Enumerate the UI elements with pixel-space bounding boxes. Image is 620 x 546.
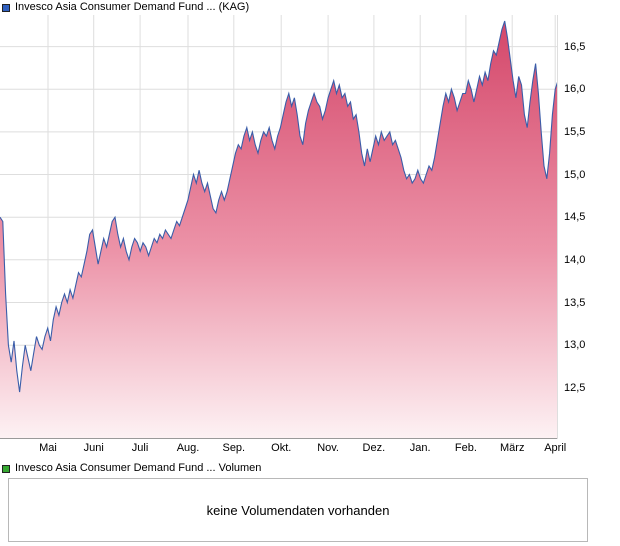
- x-axis-tick-label: April: [544, 442, 567, 454]
- price-legend: Invesco Asia Consumer Demand Fund ... (K…: [0, 0, 620, 15]
- x-axis-tick-label: Jan.: [409, 442, 431, 454]
- y-axis-tick-label: 13,0: [564, 339, 586, 352]
- y-axis-tick-label: 14,5: [564, 211, 586, 224]
- price-legend-label: Invesco Asia Consumer Demand Fund ... (K…: [15, 1, 250, 13]
- volume-legend-label: Invesco Asia Consumer Demand Fund ... Vo…: [15, 462, 262, 474]
- volume-empty-message: keine Volumendaten vorhanden: [206, 502, 390, 518]
- volume-panel: Invesco Asia Consumer Demand Fund ... Vo…: [0, 461, 620, 542]
- x-axis-tick-label: März: [500, 442, 525, 454]
- price-chart-plot[interactable]: [0, 15, 558, 439]
- x-axis-tick-label: Mai: [39, 442, 57, 454]
- x-axis-tick-label: Nov.: [317, 442, 339, 454]
- x-axis-tick-label: Dez.: [362, 442, 386, 454]
- y-axis-tick-label: 15,0: [564, 168, 586, 181]
- price-plot-row: 12,5 13,0 13,5 14,0 14,5 15,0 15,5 16,0 16,5: [0, 15, 620, 439]
- x-axis-tick-label: Feb.: [454, 442, 477, 454]
- y-axis-tick-label: 13,5: [564, 296, 586, 309]
- y-axis-tick-label: 12,5: [564, 381, 586, 394]
- x-axis-tick-label: Juni: [83, 442, 104, 454]
- y-axis-tick-label: 15,5: [564, 125, 586, 138]
- volume-legend: Invesco Asia Consumer Demand Fund ... Vo…: [0, 461, 620, 476]
- y-axis-tick-label: 16,0: [564, 83, 586, 96]
- price-y-axis: 12,5 13,0 13,5 14,0 14,5 15,0 15,5 16,0 16,5: [562, 15, 620, 439]
- price-chart-panel: Invesco Asia Consumer Demand Fund ... (K…: [0, 0, 620, 458]
- x-axis-tick-label: Juli: [131, 442, 149, 454]
- x-axis-tick-label: Aug.: [176, 442, 200, 454]
- price-legend-swatch-icon: [2, 3, 10, 12]
- y-axis-tick-label: 14,0: [564, 253, 586, 266]
- x-axis-tick-label: Sep.: [222, 442, 246, 454]
- volume-empty-box: keine Volumendaten vorhanden: [8, 478, 588, 542]
- y-axis-tick-label: 16,5: [564, 40, 586, 53]
- x-axis-tick-label: Okt.: [271, 442, 292, 454]
- volume-legend-swatch-icon: [2, 464, 10, 473]
- price-x-axis: Mai Juni Juli Aug. Sep. Okt. Nov. Dez. Jan. Feb. M…: [0, 439, 620, 458]
